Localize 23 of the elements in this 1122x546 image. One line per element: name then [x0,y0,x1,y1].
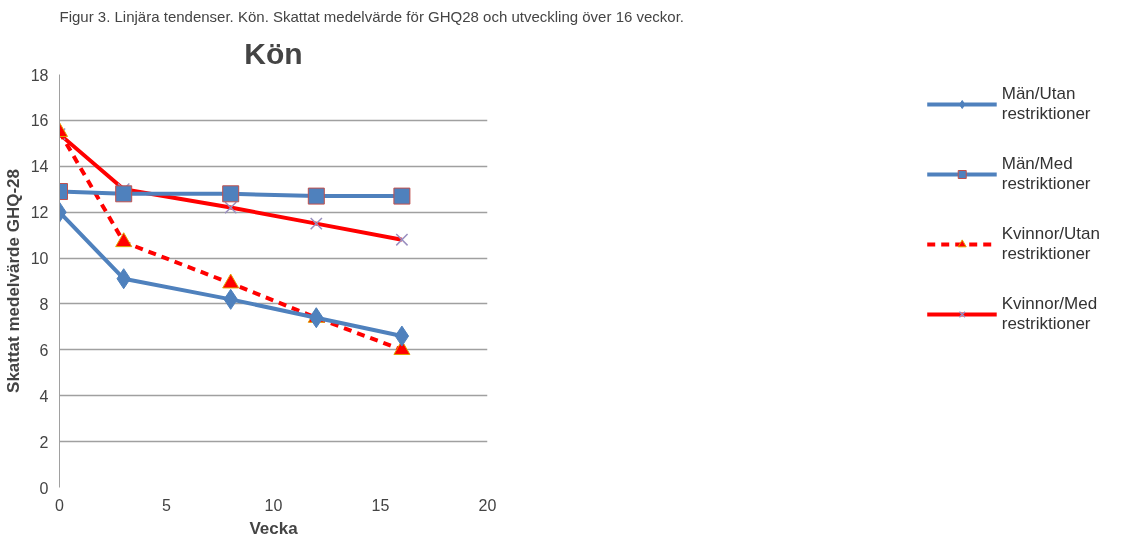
y-tick-label: 0 [39,479,49,497]
y-tick-label: 10 [30,250,49,268]
legend-label: Kvinnor/Utan restriktioner [1001,224,1100,264]
y-axis-title: Skattat medelvärde GHQ-28 [3,169,23,393]
chart-title: Kön [244,36,303,70]
legend-label: Män/Med restriktioner [1001,154,1091,194]
x-tick-label: 15 [371,496,390,514]
x-tick-label: 10 [264,496,283,514]
y-tick-label: 12 [30,204,49,222]
x-tick-label: 5 [162,496,172,514]
text: Figur 3. Linjära tendenser. Kön. Skattat medelvärde för GHQ28 och utveckling över 16 veckor. [59,7,684,25]
y-tick-label: 16 [30,112,49,130]
x-axis-title: Vecka [249,518,299,538]
x-tick-label: 20 [478,496,497,514]
y-tick-label: 14 [30,158,49,176]
legend-label: Män/Utan restriktioner [1001,84,1091,124]
legend-label: Kvinnor/Med restriktioner [1001,294,1098,334]
y-tick-label: 8 [39,295,49,313]
y-tick-label: 4 [39,387,49,405]
y-tick-label: 2 [39,433,49,451]
y-tick-label: 6 [39,341,49,359]
y-tick-label: 18 [30,66,49,84]
x-tick-label: 0 [55,496,65,514]
